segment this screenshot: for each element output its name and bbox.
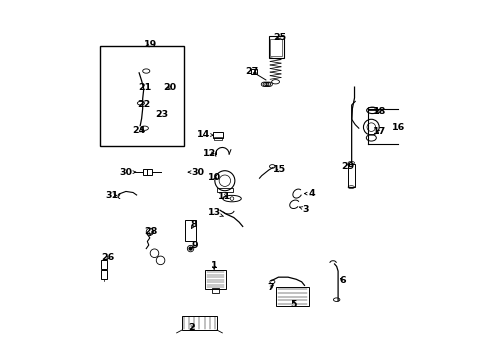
Bar <box>216 188 233 192</box>
Text: 23: 23 <box>155 111 168 120</box>
Bar <box>347 164 354 187</box>
Bar <box>185 220 196 242</box>
Bar <box>250 68 257 73</box>
Text: 11: 11 <box>218 192 231 201</box>
Bar <box>214 137 221 140</box>
Bar <box>101 260 106 269</box>
Text: 10: 10 <box>207 173 220 182</box>
Text: 2: 2 <box>188 323 195 332</box>
Text: 17: 17 <box>372 127 386 136</box>
Text: 12: 12 <box>203 149 216 158</box>
Text: 31: 31 <box>105 190 118 199</box>
Bar <box>101 270 106 279</box>
Bar <box>142 169 147 175</box>
Bar <box>367 107 376 111</box>
Circle shape <box>189 247 192 250</box>
Text: 29: 29 <box>340 162 353 171</box>
Bar <box>211 288 219 293</box>
Bar <box>275 287 308 306</box>
Text: 3: 3 <box>299 205 308 214</box>
Bar <box>213 132 223 138</box>
Text: 28: 28 <box>144 227 157 236</box>
Text: 27: 27 <box>245 67 259 76</box>
Text: 21: 21 <box>138 83 151 92</box>
Text: 22: 22 <box>137 100 150 109</box>
Text: 8: 8 <box>190 220 197 229</box>
Text: 30: 30 <box>188 168 204 177</box>
Text: 9: 9 <box>191 240 198 249</box>
Text: 18: 18 <box>372 107 386 116</box>
Text: 6: 6 <box>339 276 346 285</box>
Text: 15: 15 <box>272 166 285 175</box>
Text: 25: 25 <box>272 33 285 42</box>
Bar <box>205 270 225 289</box>
Text: 13: 13 <box>207 208 223 217</box>
Text: 1: 1 <box>210 261 217 270</box>
Text: 14: 14 <box>196 130 213 139</box>
Bar <box>182 316 217 330</box>
Bar <box>100 46 183 146</box>
Text: 7: 7 <box>266 283 273 292</box>
Text: 24: 24 <box>132 126 145 135</box>
Bar <box>270 39 282 56</box>
Text: 19: 19 <box>144 40 157 49</box>
Text: 16: 16 <box>391 123 405 132</box>
Bar <box>268 36 283 58</box>
Text: 4: 4 <box>304 189 314 198</box>
Text: 20: 20 <box>163 83 176 92</box>
Text: 5: 5 <box>290 300 296 309</box>
Text: 26: 26 <box>101 253 114 262</box>
Bar <box>147 169 151 175</box>
Text: 30: 30 <box>119 168 136 177</box>
